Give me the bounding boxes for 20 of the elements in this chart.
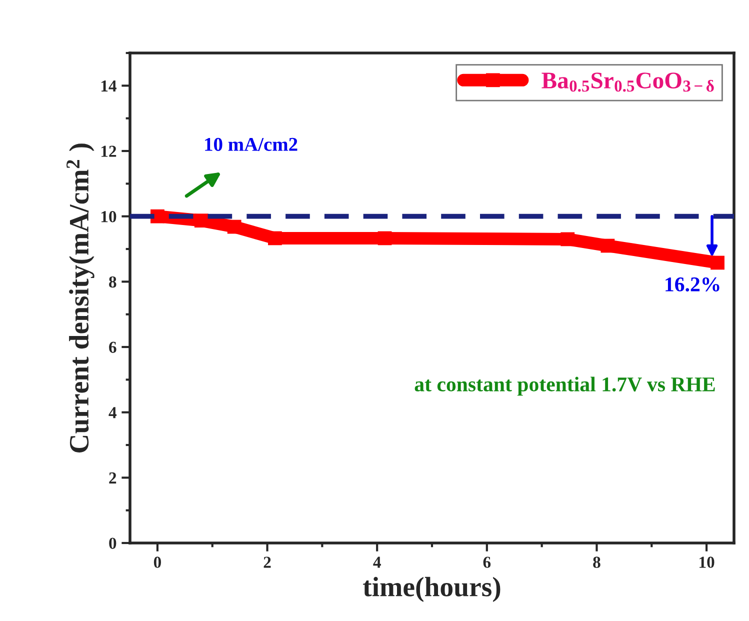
y-tick-label: 0 xyxy=(109,538,116,549)
x-tick-label: 10 xyxy=(700,556,714,568)
x-tick-label: 2 xyxy=(264,556,271,568)
y-tick-label: 8 xyxy=(109,276,116,288)
x-tick-label: 4 xyxy=(373,556,381,568)
legend-label: Ba$_{0.5}$Sr$_{0.5}$CoO$_{3−δ}$ xyxy=(542,72,714,92)
x-tick-label: 0 xyxy=(154,556,161,568)
y-tick-label: 2 xyxy=(109,472,116,484)
y-axis-title: Current density(mA/cm$^{2}$ ) xyxy=(66,144,94,452)
x-axis-title: time(hours) xyxy=(363,576,500,602)
y-tick-label: 4 xyxy=(108,407,116,418)
annotation: 10 mA/cm2 xyxy=(205,138,298,151)
y-tick-label: 6 xyxy=(109,342,116,353)
x-tick-label: 8 xyxy=(593,556,600,568)
y-tick-label: 10 xyxy=(101,211,116,222)
annotation: 16.2% xyxy=(666,277,720,292)
y-tick-label: 12 xyxy=(101,146,116,157)
x-tick-label: 6 xyxy=(483,556,491,568)
annotation: at constant potential 1.7V vs RHE xyxy=(414,376,715,396)
y-tick-label: 14 xyxy=(101,80,116,92)
